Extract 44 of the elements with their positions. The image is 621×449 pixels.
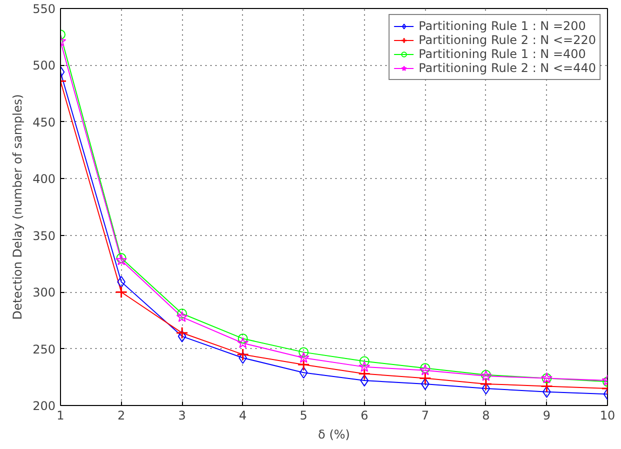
legend-label: Partitioning Rule 1 : N =200 <box>418 19 586 33</box>
x-tick-label: 10 <box>600 408 616 422</box>
point <box>176 326 188 340</box>
point <box>238 334 248 344</box>
point <box>358 360 370 372</box>
point <box>299 366 308 379</box>
point <box>358 367 371 380</box>
point <box>360 374 369 387</box>
legend-label: Partitioning Rule 2 : N <=440 <box>418 61 596 75</box>
x-tick-label: 6 <box>360 408 368 422</box>
point <box>237 337 249 348</box>
legend-label: Partitioning Rule 1 : N =400 <box>418 47 586 61</box>
y-tick-label: 550 <box>32 2 56 16</box>
point <box>176 311 188 322</box>
x-tick-label: 4 <box>239 408 247 422</box>
y-tick-label: 350 <box>32 228 56 243</box>
x-tick-label: 8 <box>482 408 490 422</box>
point <box>236 348 250 361</box>
y-tick-label: 500 <box>32 58 56 73</box>
point <box>177 308 188 319</box>
x-tick-label: 1 <box>56 408 64 422</box>
point <box>482 382 490 394</box>
y-axis-title: Detection Delay (number of samples) <box>10 94 25 320</box>
point <box>298 352 310 363</box>
point <box>480 378 492 390</box>
y-tick-label: 400 <box>32 172 56 186</box>
x-tick-label: 7 <box>421 408 429 422</box>
x-tick-label: 3 <box>178 408 186 422</box>
point <box>298 347 309 358</box>
point <box>540 380 553 392</box>
x-axis-title: δ (%) <box>318 428 350 442</box>
y-tick-label: 200 <box>32 399 56 413</box>
point <box>115 286 128 298</box>
y-tick-label: 450 <box>32 115 56 130</box>
legend-label: Partitioning Rule 2 : N <=220 <box>418 33 596 47</box>
y-tick-label: 300 <box>32 286 56 300</box>
x-tick-label: 5 <box>300 408 308 422</box>
point <box>418 372 432 385</box>
y-tick-label: 250 <box>32 342 56 356</box>
point <box>178 330 186 342</box>
x-tick-label: 2 <box>117 408 126 422</box>
point <box>297 358 310 371</box>
point <box>359 356 370 366</box>
x-tick-label: 9 <box>542 408 551 422</box>
